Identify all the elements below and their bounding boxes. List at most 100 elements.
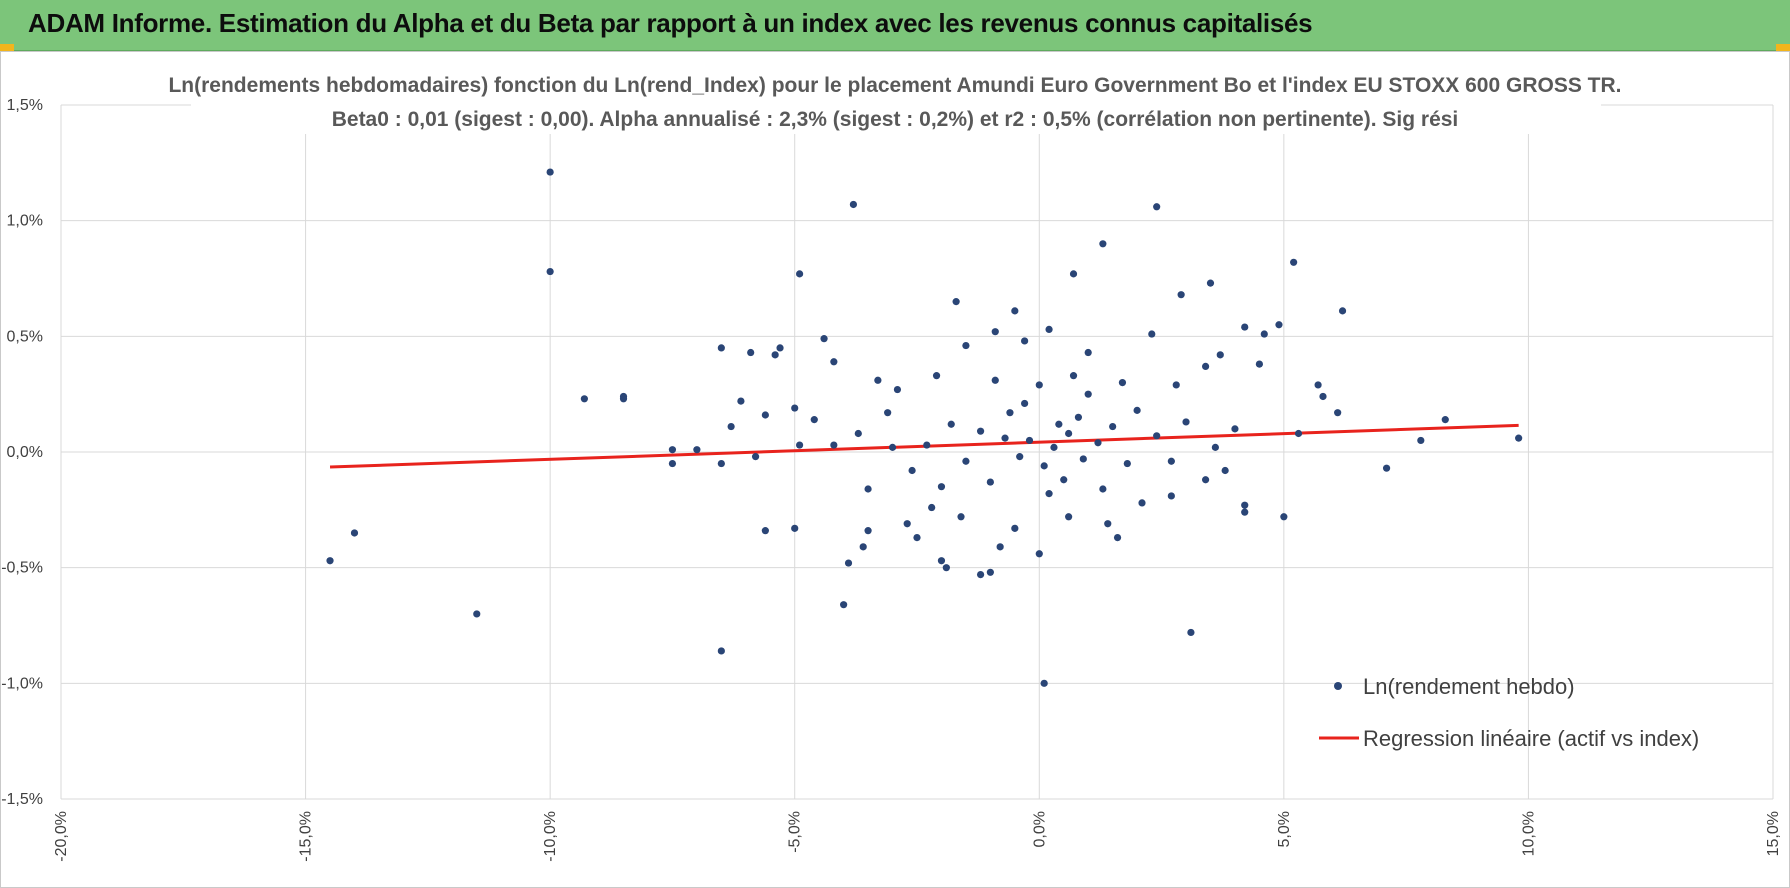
x-tick-label: 5,0% — [1276, 811, 1293, 847]
x-tick-label: 15,0% — [1765, 811, 1782, 856]
data-point — [619, 395, 628, 403]
data-point — [976, 427, 985, 435]
data-point — [1035, 550, 1043, 558]
data-point — [1172, 381, 1180, 389]
data-point — [844, 559, 853, 567]
data-point — [1334, 409, 1342, 417]
data-point — [1138, 499, 1146, 507]
data-point — [350, 529, 359, 537]
data-point — [1275, 321, 1283, 329]
data-point — [1231, 425, 1239, 433]
data-point — [751, 453, 760, 461]
data-point — [1040, 679, 1048, 687]
data-point — [1094, 439, 1102, 447]
x-tick-label: -5,0% — [787, 811, 804, 853]
data-point — [1045, 325, 1053, 333]
data-point — [693, 446, 701, 454]
data-point — [874, 376, 882, 384]
data-point — [546, 267, 554, 276]
data-point — [771, 351, 779, 359]
data-point — [986, 478, 994, 486]
legend-marker-scatter — [1334, 682, 1342, 690]
y-tick-label: -1,0% — [1, 675, 43, 692]
data-point — [717, 344, 725, 352]
x-tick-label: -10,0% — [542, 811, 559, 862]
data-point — [1065, 513, 1073, 521]
data-point — [1314, 381, 1322, 389]
data-point — [1069, 372, 1078, 380]
data-point — [1167, 492, 1175, 500]
data-point — [1177, 291, 1185, 299]
data-point — [1382, 464, 1391, 472]
data-point — [820, 335, 828, 343]
data-point — [849, 200, 858, 209]
data-point — [1294, 429, 1303, 438]
data-point — [864, 485, 872, 493]
data-point — [942, 564, 950, 572]
axis-labels: 1,5% 1,0% 0,5% 0,0% -0,5% -1,0% -1,5% -20,0% -15… — [1, 97, 1782, 862]
legend-label-scatter: Ln(rendement hebdo) — [1363, 674, 1575, 699]
data-point — [717, 647, 725, 655]
data-point — [1182, 418, 1190, 426]
chart-title-block: Ln(rendements hebdomadaires) fonction du… — [168, 66, 1622, 134]
data-point — [546, 168, 554, 176]
data-point — [884, 409, 892, 417]
data-point — [1118, 379, 1127, 387]
data-point — [932, 372, 941, 380]
data-point — [668, 459, 677, 468]
data-point — [1060, 476, 1068, 484]
report-header: ADAM Informe. Estimation du Alpha et du … — [0, 0, 1790, 51]
data-point — [761, 411, 769, 419]
data-point — [1074, 413, 1083, 421]
chart-title: Ln(rendements hebdomadaires) fonction du… — [168, 74, 1621, 97]
data-point — [952, 298, 960, 306]
x-tick-label: -20,0% — [53, 811, 70, 862]
data-point — [668, 446, 677, 454]
data-point — [1201, 476, 1210, 484]
data-point — [1201, 362, 1210, 371]
data-point — [1016, 453, 1024, 461]
data-point — [1021, 337, 1029, 345]
data-point — [326, 557, 334, 565]
data-point — [1167, 457, 1175, 465]
data-point — [908, 466, 916, 475]
data-point — [923, 441, 931, 449]
data-point — [717, 459, 725, 468]
data-point — [1104, 520, 1112, 528]
chart-area: Ln(rendements hebdomadaires) fonction du… — [0, 51, 1790, 888]
data-point — [991, 376, 999, 384]
data-point — [830, 358, 838, 366]
data-point — [1011, 307, 1019, 315]
data-point — [1025, 436, 1034, 445]
data-point — [1109, 422, 1117, 431]
data-point — [1417, 436, 1425, 445]
data-point — [796, 441, 804, 449]
data-point — [1050, 443, 1058, 451]
data-point — [1011, 524, 1019, 532]
data-point — [1206, 279, 1215, 287]
data-point — [888, 443, 897, 451]
data-point — [1099, 240, 1107, 248]
data-point — [947, 420, 955, 428]
data-point — [1153, 203, 1161, 211]
y-tick-label: 0,5% — [7, 328, 43, 345]
y-tick-label: 1,0% — [7, 213, 43, 230]
data-point — [996, 543, 1004, 551]
legend-label-regression: Regression linéaire (actif vs index) — [1363, 726, 1699, 751]
scatter-chart: Ln(rendements hebdomadaires) fonction du… — [1, 66, 1782, 862]
data-point — [791, 524, 799, 532]
data-point — [962, 457, 970, 465]
data-point — [1290, 258, 1298, 266]
data-point — [1133, 406, 1141, 414]
x-tick-label: -15,0% — [298, 811, 315, 862]
data-point — [796, 270, 804, 278]
data-point — [1021, 399, 1029, 408]
data-point — [1099, 485, 1107, 493]
data-point — [1069, 270, 1078, 278]
y-tick-label: 1,5% — [7, 97, 43, 114]
data-point — [928, 503, 936, 512]
data-point — [913, 533, 921, 542]
corner-marker-left — [0, 44, 14, 51]
data-point — [1260, 330, 1268, 338]
data-point — [791, 404, 799, 412]
